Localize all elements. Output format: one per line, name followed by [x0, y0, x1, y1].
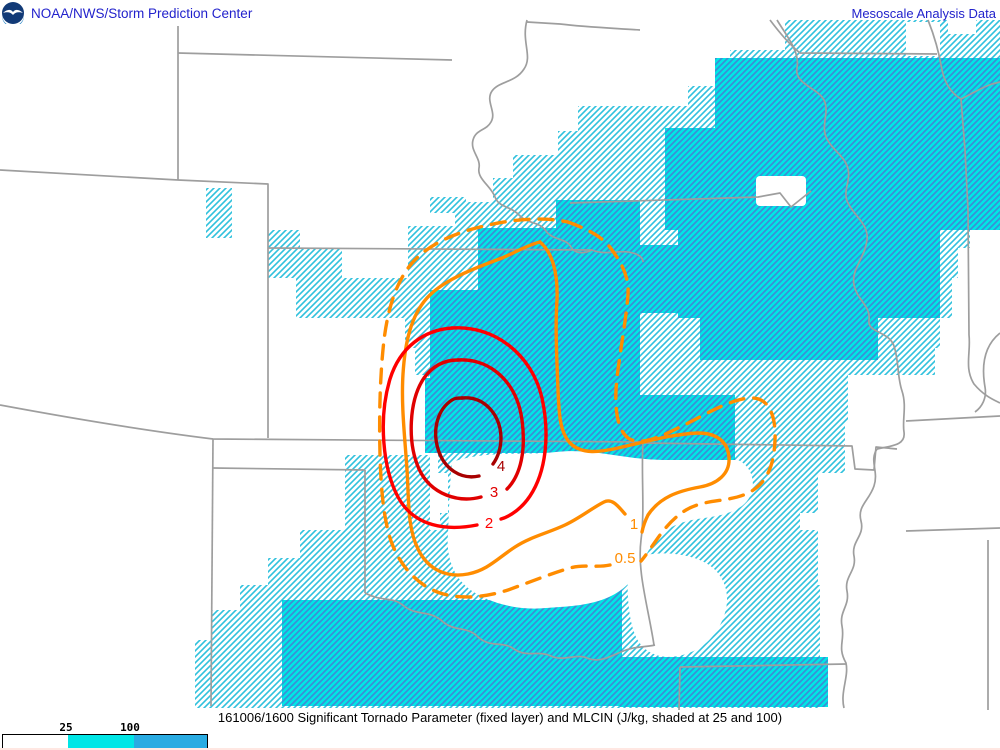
mlcin-colorbar: 25 100 — [2, 721, 212, 749]
colorbar-tick-25: 25 — [59, 721, 73, 734]
stp-contour-1 — [400, 240, 731, 577]
contour-label-3: 3 — [490, 484, 498, 501]
contour-label-4: 4 — [497, 458, 505, 475]
stp-contour-3 — [409, 358, 526, 501]
colorbar-segment-mid — [68, 735, 134, 748]
colorbar-scale — [2, 734, 208, 749]
colorbar-tick-100: 100 — [120, 721, 140, 734]
stp-contour-4 — [433, 396, 503, 479]
colorbar-segment-high — [134, 735, 207, 748]
unshaded-holes — [447, 20, 976, 657]
page-title: Mesoscale Analysis Data — [851, 6, 996, 21]
stp-contour-2 — [381, 326, 548, 529]
colorbar-segment-low — [3, 735, 68, 748]
map-caption: 161006/1600 Significant Tornado Paramete… — [217, 710, 783, 725]
header-left: NOAA/NWS/Storm Prediction Center — [2, 2, 252, 24]
state-borders — [0, 19, 1000, 711]
noaa-logo — [2, 2, 24, 24]
contour-label-1: 1 — [630, 516, 638, 533]
contour-label-0_5: 0.5 — [615, 550, 636, 567]
site-title: NOAA/NWS/Storm Prediction Center — [31, 5, 253, 21]
contour-label-2: 2 — [485, 515, 493, 532]
page-edge-strip — [0, 748, 1000, 750]
stp-contour-0_5 — [377, 217, 777, 599]
